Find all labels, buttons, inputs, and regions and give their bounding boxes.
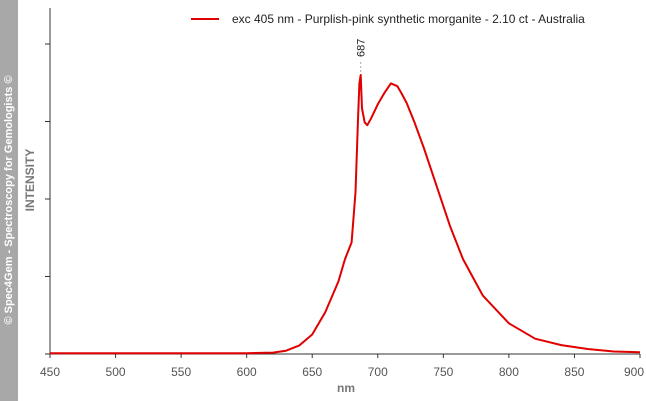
y-axis-title: INTENSITY [23,149,37,212]
x-tick-label: 650 [302,365,322,379]
legend-label: exc 405 nm - Purplish-pink synthetic mor… [232,12,585,26]
legend: exc 405 nm - Purplish-pink synthetic mor… [191,12,585,26]
x-tick-label: 450 [40,365,60,379]
x-tick-label: 900 [624,365,644,379]
x-tick-label: 800 [499,365,519,379]
x-tick-label: 550 [171,365,191,379]
x-tick-label: 700 [368,365,388,379]
x-tick-label: 500 [106,365,126,379]
spectrum-line [50,74,641,355]
watermark-band: © Spec4Gem - Spectroscopy for Gemologist… [0,0,18,401]
series-layer [50,74,641,355]
x-tick-label: 750 [433,365,453,379]
annotation-layer: 687 [356,39,368,73]
axes: 450 500 550 600 650 700 750 800 850 900 [40,8,644,379]
peak-label: 687 [356,39,368,57]
x-tick-label: 850 [564,365,584,379]
x-axis-title: nm [337,381,355,395]
x-tick-label: 600 [237,365,257,379]
